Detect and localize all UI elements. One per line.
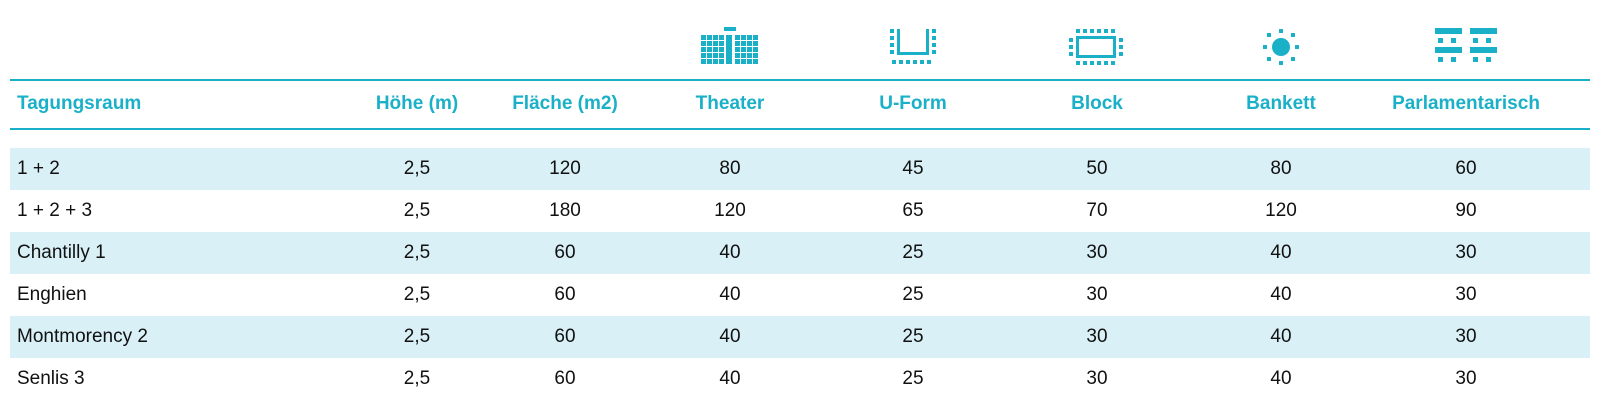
cell-bankett: 120: [1265, 200, 1297, 221]
cell-bankett: 40: [1270, 326, 1292, 347]
cell-parlamentarisch: 30: [1455, 242, 1477, 263]
header-area: Fläche (m2): [512, 93, 618, 114]
cell-area: 60: [554, 242, 576, 263]
cell-block: 30: [1086, 368, 1108, 389]
header-uform: U-Form: [879, 93, 947, 114]
cell-area: 60: [554, 284, 576, 305]
cell-theater: 40: [719, 368, 741, 389]
cell-uform: 25: [902, 326, 924, 347]
cell-theater: 120: [714, 200, 746, 221]
cell-uform: 25: [902, 284, 924, 305]
cell-height: 2,5: [403, 368, 431, 389]
cell-parlamentarisch: 30: [1455, 284, 1477, 305]
theater-seating-icon: [701, 20, 758, 76]
header-height: Höhe (m): [375, 93, 459, 114]
cell-parlamentarisch: 90: [1455, 200, 1477, 221]
table-body: 1 + 2 2,5 120 80 45 50 80 60 1 + 2 + 3 2…: [10, 148, 1590, 400]
cell-uform: 25: [902, 368, 924, 389]
cell-height: 2,5: [403, 284, 431, 305]
table-row: Chantilly 1 2,5 60 40 25 30 40 30: [10, 232, 1590, 274]
cell-theater: 80: [719, 158, 741, 179]
cell-uform: 65: [902, 200, 924, 221]
header-room: Tagungsraum: [17, 93, 142, 114]
cell-bankett: 40: [1270, 368, 1292, 389]
cell-uform: 45: [902, 158, 924, 179]
cell-room: Montmorency 2: [17, 326, 148, 347]
table-row: 1 + 2 2,5 120 80 45 50 80 60: [10, 148, 1590, 190]
header-block: Block: [1071, 93, 1123, 114]
cell-theater: 40: [719, 284, 741, 305]
capacity-table: Tagungsraum Höhe (m) Fläche (m2) Theater…: [10, 0, 1590, 406]
cell-parlamentarisch: 60: [1455, 158, 1477, 179]
table-row: Montmorency 2 2,5 60 40 25 30 40 30: [10, 316, 1590, 358]
table-row: 1 + 2 + 3 2,5 180 120 65 70 120 90: [10, 190, 1590, 232]
cell-area: 60: [554, 368, 576, 389]
cell-area: 60: [554, 326, 576, 347]
cell-height: 2,5: [403, 200, 431, 221]
header-bankett: Bankett: [1246, 93, 1316, 114]
parliamentary-seating-icon: [1435, 20, 1497, 76]
header-theater: Theater: [695, 93, 765, 114]
cell-block: 30: [1086, 326, 1108, 347]
cell-theater: 40: [719, 242, 741, 263]
table-row: Senlis 3 2,5 60 40 25 30 40 30: [10, 358, 1590, 400]
header-parlamentarisch: Parlamentarisch: [1392, 93, 1540, 114]
cell-room: Enghien: [17, 284, 87, 305]
header-bottom-rule: [10, 128, 1590, 130]
cell-height: 2,5: [403, 242, 431, 263]
cell-block: 30: [1086, 242, 1108, 263]
cell-bankett: 40: [1270, 242, 1292, 263]
cell-room: Chantilly 1: [17, 242, 106, 263]
header-top-rule: [10, 79, 1590, 81]
cell-height: 2,5: [403, 158, 431, 179]
cell-block: 70: [1086, 200, 1108, 221]
cell-area: 120: [549, 158, 581, 179]
cell-height: 2,5: [403, 326, 431, 347]
seating-icons-row: [10, 20, 1590, 76]
table-header: Tagungsraum Höhe (m) Fläche (m2) Theater…: [10, 80, 1590, 128]
cell-parlamentarisch: 30: [1455, 326, 1477, 347]
cell-bankett: 80: [1270, 158, 1292, 179]
table-row: Enghien 2,5 60 40 25 30 40 30: [10, 274, 1590, 316]
cell-bankett: 40: [1270, 284, 1292, 305]
block-seating-icon: [1069, 20, 1123, 76]
cell-uform: 25: [902, 242, 924, 263]
banquet-seating-icon: [1263, 20, 1299, 76]
cell-block: 50: [1086, 158, 1108, 179]
cell-room: 1 + 2: [17, 158, 60, 179]
cell-area: 180: [549, 200, 581, 221]
cell-room: 1 + 2 + 3: [17, 200, 93, 221]
u-form-seating-icon: [890, 20, 936, 76]
cell-room: Senlis 3: [17, 368, 85, 389]
cell-block: 30: [1086, 284, 1108, 305]
cell-theater: 40: [719, 326, 741, 347]
cell-parlamentarisch: 30: [1455, 368, 1477, 389]
